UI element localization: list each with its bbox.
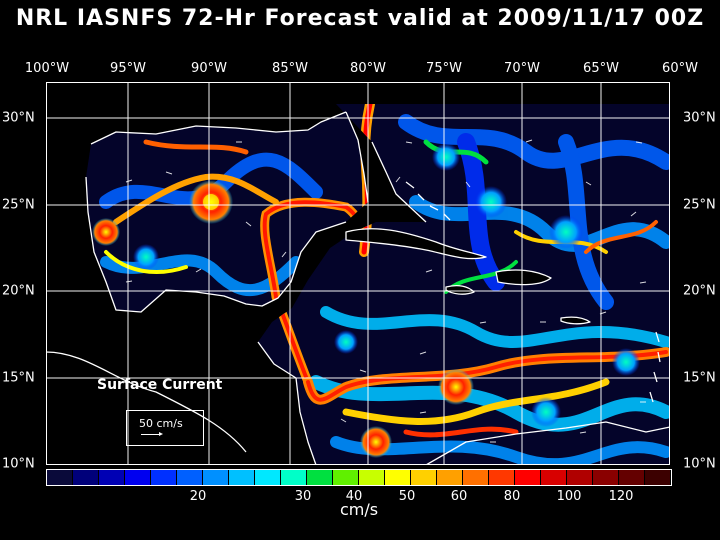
colorbar-tick-120: 120 — [608, 489, 634, 504]
legend-title: Surface Current — [97, 377, 223, 393]
colorbar-cell-22 — [619, 470, 645, 485]
colorbar-cell-13 — [385, 470, 411, 485]
current-map — [46, 82, 670, 465]
lat-label-30n-left: 30°N — [2, 110, 35, 126]
lat-label-10n-right: 10°N — [683, 456, 716, 472]
lon-label-75w: 75°W — [426, 61, 462, 76]
colorbar-tick-20: 20 — [189, 489, 207, 504]
lon-label-100w: 100°W — [24, 61, 70, 76]
colorbar-cell-6 — [203, 470, 229, 485]
lat-label-25n-left: 25°N — [2, 197, 35, 213]
colorbar-cell-2 — [99, 470, 125, 485]
colorbar-tick-30: 30 — [294, 489, 312, 504]
colorbar-tick-100: 100 — [556, 489, 582, 504]
lon-label-90w: 90°W — [191, 61, 227, 76]
lat-label-15n-right: 15°N — [683, 370, 716, 386]
colorbar-cell-1 — [73, 470, 99, 485]
lon-label-85w: 85°W — [272, 61, 308, 76]
colorbar-cell-5 — [177, 470, 203, 485]
colorbar-cell-20 — [567, 470, 593, 485]
scale-vector-box: 50 cm/s — [126, 410, 204, 446]
lon-label-95w: 95°W — [110, 61, 146, 76]
colorbar-cell-3 — [125, 470, 151, 485]
lat-label-20n-left: 20°N — [2, 283, 35, 299]
colorbar-cell-12 — [359, 470, 385, 485]
lat-label-30n-right: 30°N — [683, 110, 716, 126]
colorbar-units: cm/s — [339, 500, 379, 519]
colorbar-cell-9 — [281, 470, 307, 485]
scale-arrow-icon — [141, 432, 163, 436]
lat-label-10n-left: 10°N — [2, 456, 35, 472]
lat-label-15n-left: 15°N — [2, 370, 35, 386]
lat-label-20n-right: 20°N — [683, 283, 716, 299]
colorbar — [46, 469, 672, 486]
colorbar-cell-4 — [151, 470, 177, 485]
colorbar-tick-60: 60 — [450, 489, 468, 504]
scale-vector-label: 50 cm/s — [139, 417, 183, 430]
map-title: NRL IASNFS 72-Hr Forecast valid at 2009/… — [15, 6, 705, 31]
colorbar-cell-11 — [333, 470, 359, 485]
colorbar-cell-23 — [645, 470, 671, 485]
lon-label-80w: 80°W — [350, 61, 386, 76]
colorbar-cell-8 — [255, 470, 281, 485]
colorbar-cell-16 — [463, 470, 489, 485]
lat-label-25n-right: 25°N — [683, 197, 716, 213]
colorbar-cell-15 — [437, 470, 463, 485]
lon-label-70w: 70°W — [504, 61, 540, 76]
lon-label-60w: 60°W — [662, 61, 698, 76]
colorbar-tick-80: 80 — [503, 489, 521, 504]
colorbar-cell-10 — [307, 470, 333, 485]
colorbar-cell-0 — [47, 470, 73, 485]
colorbar-cell-21 — [593, 470, 619, 485]
colorbar-cell-14 — [411, 470, 437, 485]
colorbar-tick-50: 50 — [398, 489, 416, 504]
colorbar-cell-18 — [515, 470, 541, 485]
colorbar-cell-17 — [489, 470, 515, 485]
colorbar-tick-40: 40 — [345, 489, 363, 504]
colorbar-cell-19 — [541, 470, 567, 485]
colorbar-cell-7 — [229, 470, 255, 485]
lon-label-65w: 65°W — [583, 61, 619, 76]
